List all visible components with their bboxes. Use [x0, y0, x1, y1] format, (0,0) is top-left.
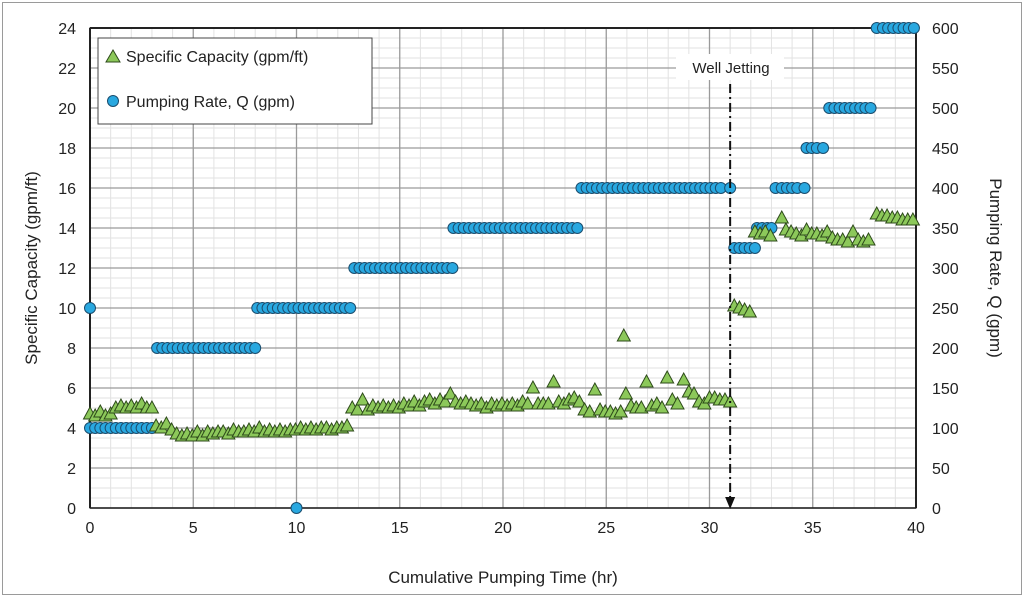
pumping-rate-point	[446, 262, 459, 274]
x-tick-label: 40	[907, 520, 925, 537]
specific-capacity-point	[845, 223, 861, 238]
y-tick-label: 2	[67, 461, 76, 478]
pumping-rate-point	[84, 302, 96, 314]
y-axis-label: Specific Capacity (gpm/ft)	[22, 171, 41, 365]
y-tick-label: 8	[67, 341, 76, 358]
specific-capacity-point	[587, 381, 603, 396]
y2-tick-label: 300	[932, 261, 959, 278]
y-tick-label: 6	[67, 381, 76, 398]
specific-capacity-point	[905, 211, 921, 226]
pumping-rate-point	[249, 342, 262, 354]
y-tick-label: 4	[67, 421, 76, 438]
y-tick-label: 12	[58, 261, 76, 278]
pumping-rate-point	[344, 302, 357, 314]
pumping-rate-point	[571, 222, 584, 234]
x-tick-label: 35	[804, 520, 822, 537]
y-tick-label: 0	[67, 501, 76, 518]
specific-capacity-point	[676, 371, 692, 386]
specific-capacity-point	[742, 303, 758, 318]
y2-tick-label: 200	[932, 341, 959, 358]
y-tick-label: 10	[58, 301, 76, 318]
x-tick-label: 30	[701, 520, 719, 537]
y2-tick-label: 0	[932, 501, 941, 518]
y2-tick-label: 550	[932, 61, 959, 78]
x-tick-label: 25	[597, 520, 615, 537]
x-tick-label: 15	[391, 520, 409, 537]
specific-capacity-point	[437, 393, 453, 408]
specific-capacity-point	[339, 417, 355, 432]
specific-capacity-point	[634, 399, 649, 414]
legend-label-specific-capacity: Specific Capacity (gpm/ft)	[126, 49, 308, 66]
specific-capacity-point	[654, 399, 670, 414]
legend: Specific Capacity (gpm/ft) Pumping Rate,…	[97, 37, 373, 125]
specific-capacity-point	[525, 379, 541, 394]
axes: 0 5 10 15 20 25 30 35 40024681012141618202224050…	[58, 21, 959, 537]
y-tick-label: 18	[58, 141, 76, 158]
specific-capacity-point	[144, 399, 160, 414]
x-tick-label: 0	[86, 520, 95, 537]
y2-tick-label: 500	[932, 101, 959, 118]
y2-tick-label: 150	[932, 381, 959, 398]
specific-capacity-point	[541, 395, 556, 410]
y2-tick-label: 50	[932, 461, 950, 478]
specific-capacity-point	[520, 395, 536, 410]
x-tick-label: 10	[288, 520, 306, 537]
legend-circle-icon	[107, 95, 119, 107]
data-marks	[82, 22, 921, 514]
pumping-rate-point	[864, 102, 877, 114]
y-tick-label: 14	[58, 221, 76, 238]
x-tick-label: 5	[189, 520, 198, 537]
specific-capacity-point	[443, 385, 458, 400]
pumping-rate-point	[907, 22, 920, 34]
y-tick-label: 20	[58, 101, 76, 118]
legend-label-pumping-rate: Pumping Rate, Q (gpm)	[126, 94, 295, 111]
specific-capacity-point	[618, 385, 634, 400]
y2-tick-label: 600	[932, 21, 959, 38]
y-tick-label: 16	[58, 181, 76, 198]
specific-capacity-point	[686, 385, 702, 400]
x-axis-label: Cumulative Pumping Time (hr)	[388, 568, 618, 587]
specific-capacity-point	[572, 393, 587, 408]
specific-capacity-point	[582, 403, 598, 418]
annotation-label: Well Jetting	[692, 60, 769, 77]
pumping-rate-point	[817, 142, 830, 154]
y2-tick-label: 250	[932, 301, 959, 318]
specific-capacity-point	[355, 391, 370, 406]
specific-capacity-point	[639, 373, 654, 388]
specific-capacity-point	[546, 373, 561, 388]
y2-tick-label: 100	[932, 421, 959, 438]
legend-triangle-icon	[105, 49, 121, 63]
specific-capacity-point	[840, 233, 856, 248]
specific-capacity-point	[670, 395, 685, 410]
y-tick-label: 24	[58, 21, 76, 38]
x-tick-label: 20	[494, 520, 512, 537]
pumping-rate-point	[748, 242, 761, 254]
y-tick-label: 22	[58, 61, 76, 78]
specific-capacity-point	[613, 403, 629, 418]
specific-capacity-point	[774, 209, 790, 224]
y2-tick-label: 350	[932, 221, 959, 238]
specific-capacity-point	[861, 231, 876, 246]
specific-capacity-point	[350, 401, 365, 416]
specific-capacity-point	[616, 327, 632, 342]
specific-capacity-point	[763, 227, 778, 242]
pumping-rate-point	[290, 502, 303, 514]
arrow-down-icon	[725, 497, 736, 509]
specific-capacity-point	[659, 369, 675, 384]
well-jetting-annotation: Well Jetting	[676, 54, 784, 509]
pumping-rate-point	[798, 182, 811, 194]
y2-axis-label: Pumping Rate, Q (gpm)	[986, 178, 1005, 358]
y2-tick-label: 400	[932, 181, 959, 198]
y2-tick-label: 450	[932, 141, 959, 158]
